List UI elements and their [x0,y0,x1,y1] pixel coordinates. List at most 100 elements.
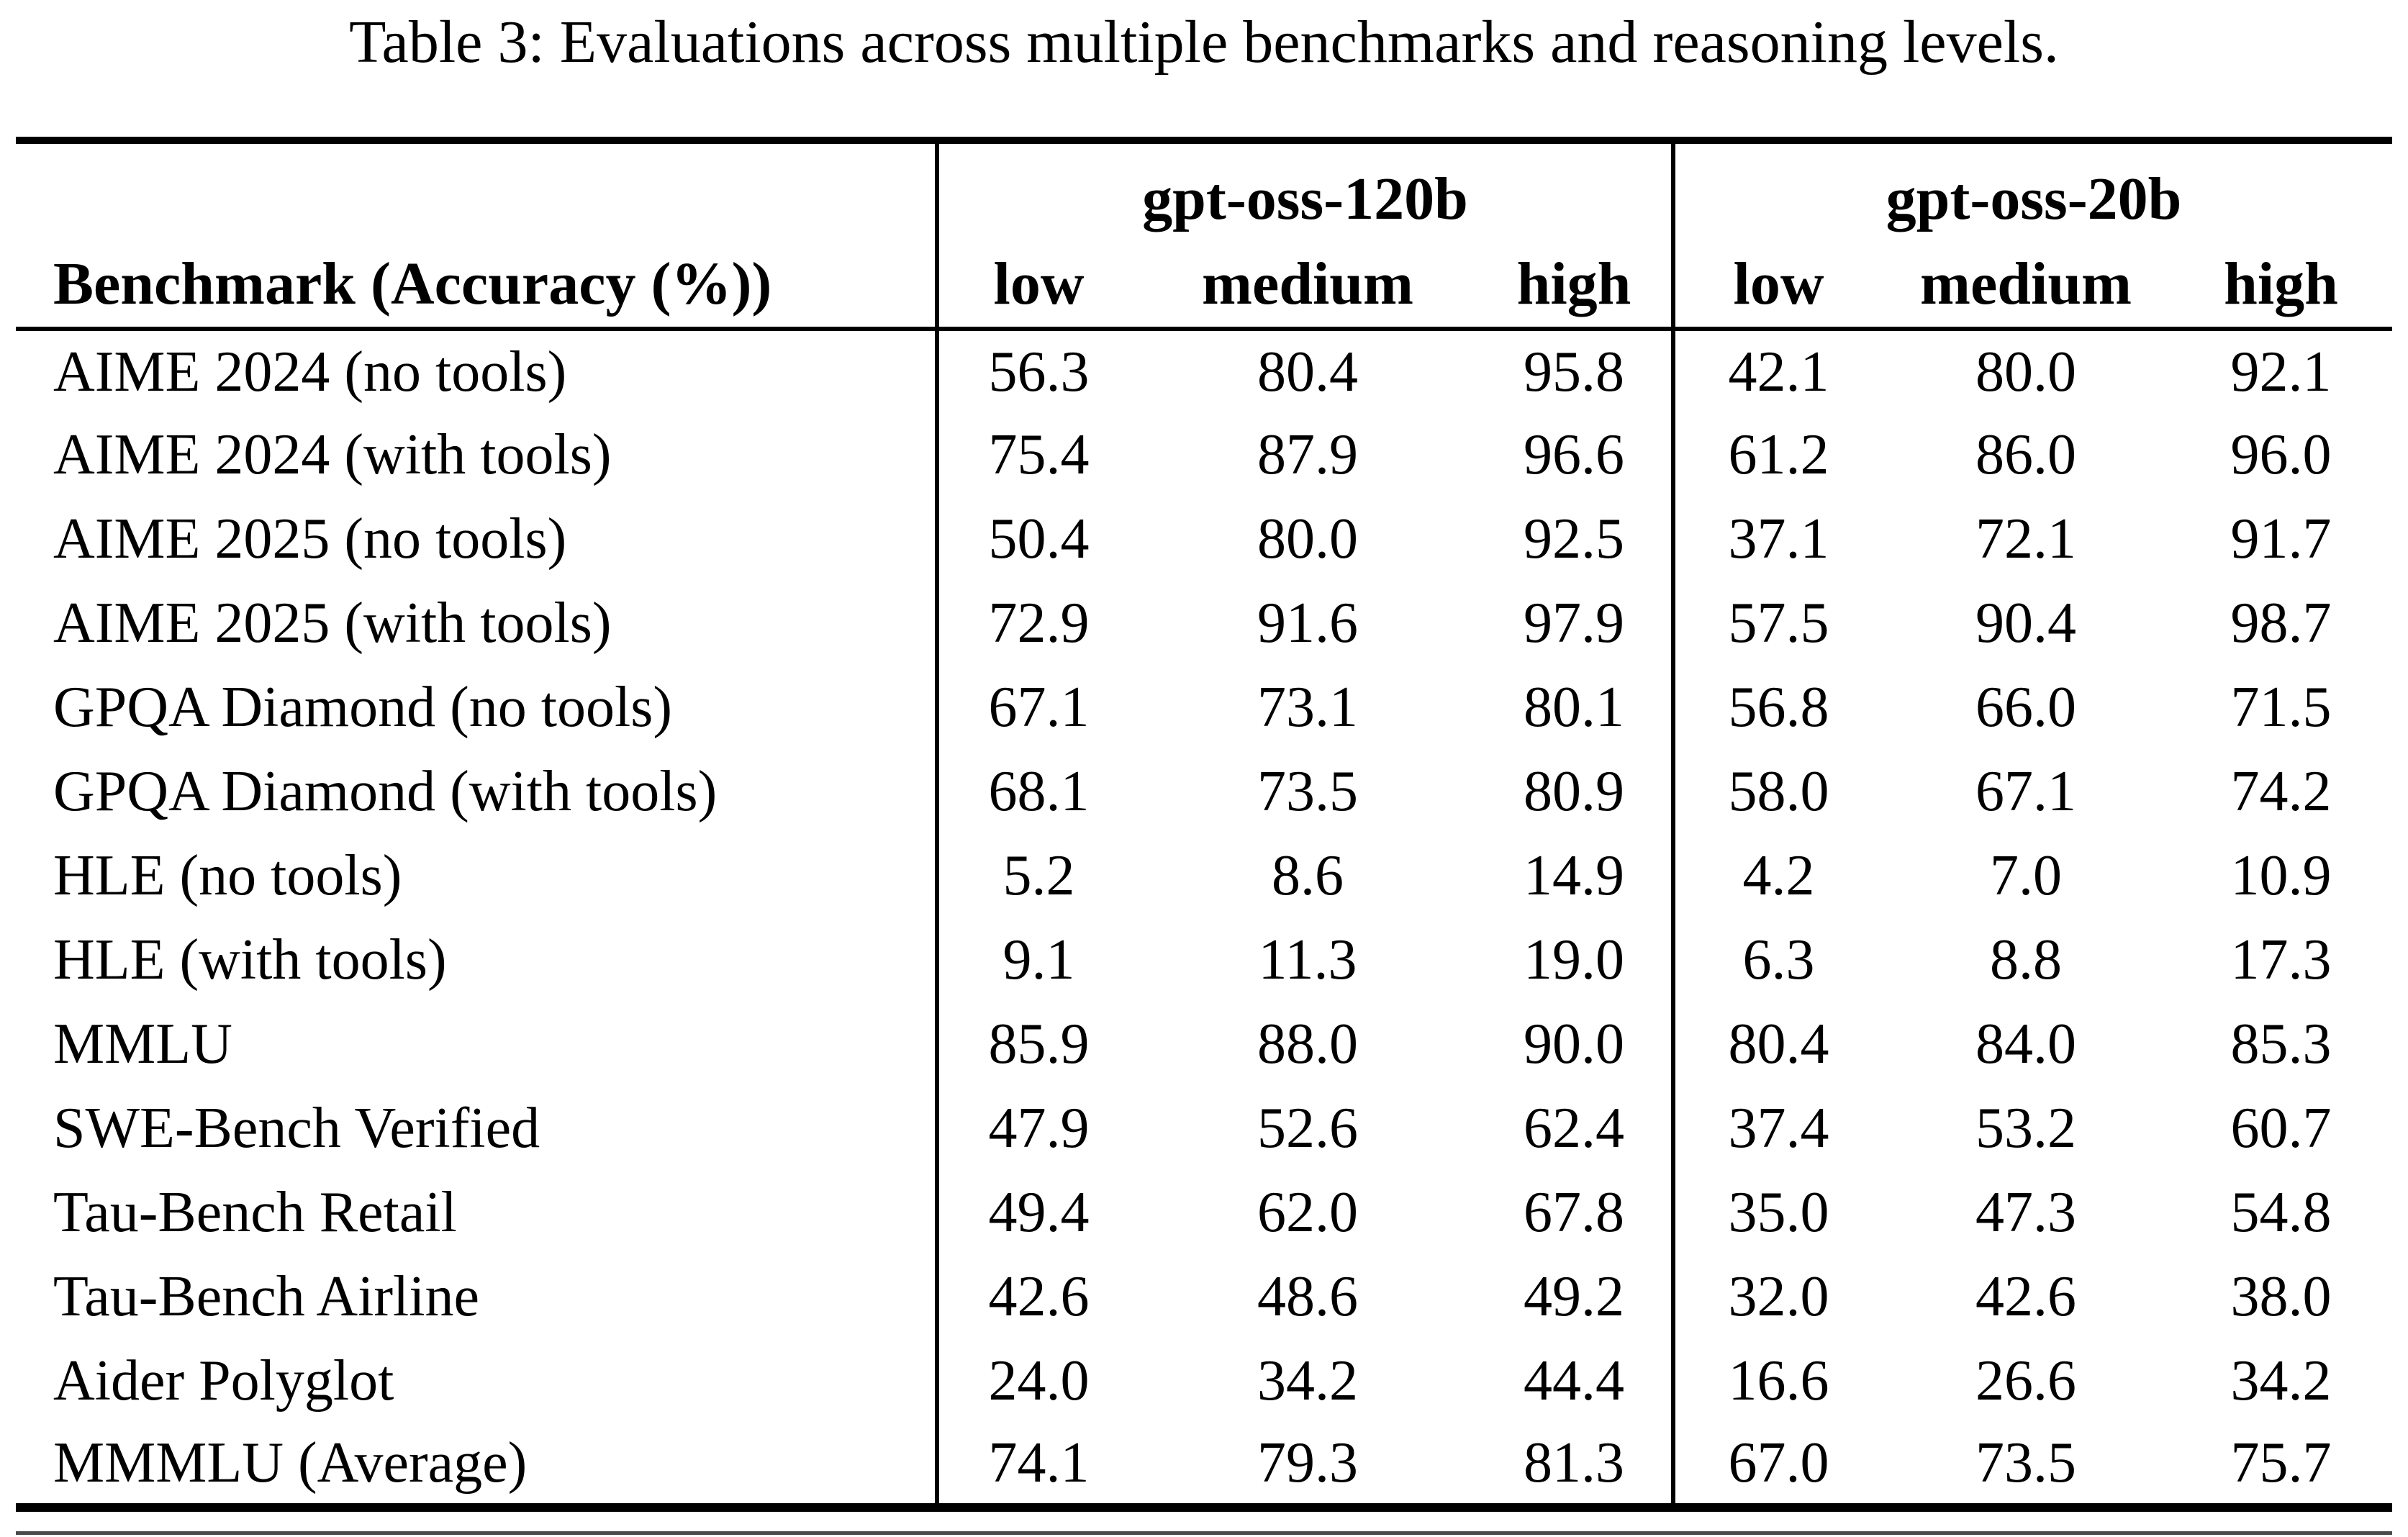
benchmark-name-cell: Aider Polyglot [53,1349,394,1413]
value-cell: 72.9 [935,581,1139,666]
benchmark-name-cell: Tau-Bench Airline [53,1265,479,1328]
value-cell: 80.0 [1975,340,2077,404]
benchmark-name-cell: AIME 2024 (no tools) [53,340,567,404]
column-group-gpt-oss-120b: gpt-oss-120b [934,140,1674,241]
value-cell: 62.4 [1524,1097,1624,1160]
benchmark-name-cell: AIME 2024 (with tools) [53,423,612,486]
value-cell: 5.2 [935,834,1139,918]
value-cell: 92.5 [1524,507,1624,571]
value-cell: 19.0 [1524,928,1624,992]
value-cell: 56.3 [935,329,1139,413]
value-cell: 92.1 [2230,340,2332,404]
value-cell: 62.0 [1257,1181,1358,1244]
value-cell: 14.9 [1524,844,1624,907]
value-cell: 75.4 [935,413,1139,497]
value-cell: 47.3 [1975,1181,2077,1244]
benchmark-name-cell: MMMLU (Average) [53,1431,528,1495]
table-row: SWE-Bench Verified 47.9 52.6 62.4 37.4 53.2 60… [16,1087,2392,1171]
value-cell: 75.7 [2230,1431,2332,1495]
corner-cell [16,140,937,241]
col-label-120b-medium: medium [1139,241,1477,331]
value-cell: 17.3 [2230,928,2332,992]
value-cell: 34.2 [1257,1349,1358,1413]
value-cell: 42.1 [1671,329,1883,413]
value-cell: 85.9 [935,1002,1139,1087]
benchmark-name-cell: HLE (no tools) [53,844,402,907]
value-cell: 16.6 [1671,1339,1883,1423]
value-cell: 44.4 [1524,1349,1624,1413]
value-cell: 38.0 [2230,1265,2332,1328]
col-label-120b-high: high [1477,241,1674,331]
table-row: AIME 2024 (no tools) 56.3 80.4 95.8 42.1 80.0… [16,329,2392,413]
value-cell: 11.3 [1258,928,1357,992]
value-cell: 67.1 [935,666,1139,750]
bottom-thin-rule [16,1531,2392,1535]
benchmark-table: gpt-oss-120b gpt-oss-20b Benchmark (Accu… [16,137,2393,1512]
value-cell: 56.8 [1671,666,1883,750]
value-cell: 91.7 [2230,507,2332,571]
value-cell: 87.9 [1257,423,1358,486]
table-row: AIME 2025 (no tools) 50.4 80.0 92.5 37.1 72.1… [16,497,2392,581]
table-row: MMLU 85.9 88.0 90.0 80.4 84.0 85.3 [16,1002,2392,1087]
value-cell: 85.3 [2230,1012,2332,1076]
col-label-20b-low: low [1671,241,1883,331]
table-row: GPQA Diamond (with tools) 68.1 73.5 80.9 58.… [16,750,2392,834]
value-cell: 52.6 [1257,1097,1358,1160]
benchmark-name-cell: GPQA Diamond (no tools) [53,676,672,739]
value-cell: 53.2 [1975,1097,2077,1160]
value-cell: 73.5 [1257,760,1358,823]
value-cell: 84.0 [1975,1012,2077,1076]
value-cell: 67.8 [1524,1181,1624,1244]
value-cell: 72.1 [1975,507,2077,571]
value-cell: 71.5 [2230,676,2332,739]
benchmark-name-cell: SWE-Bench Verified [53,1097,540,1160]
value-cell: 42.6 [935,1255,1139,1339]
value-cell: 96.6 [1524,423,1624,486]
value-cell: 10.9 [2230,844,2332,907]
value-cell: 7.0 [1990,844,2063,907]
value-cell: 34.2 [2230,1349,2332,1413]
table-caption: Table 3: Evaluations across multiple ben… [349,9,2059,76]
value-cell: 66.0 [1975,676,2077,739]
value-cell: 98.7 [2230,591,2332,655]
value-cell: 74.1 [935,1423,1139,1507]
table-row: AIME 2024 (with tools) 75.4 87.9 96.6 61.2 86… [16,413,2392,497]
value-cell: 80.0 [1257,507,1358,571]
value-cell: 74.2 [2230,760,2332,823]
value-cell: 80.9 [1524,760,1624,823]
value-cell: 73.1 [1257,676,1358,739]
value-cell: 67.0 [1671,1423,1883,1507]
benchmark-name-cell: AIME 2025 (no tools) [53,507,567,571]
value-cell: 81.3 [1524,1431,1624,1495]
col-label-120b-low: low [935,241,1139,331]
value-cell: 42.6 [1975,1265,2077,1328]
value-cell: 73.5 [1975,1431,2077,1495]
value-cell: 80.4 [1671,1002,1883,1087]
value-cell: 4.2 [1671,834,1883,918]
value-cell: 79.3 [1257,1431,1358,1495]
value-cell: 96.0 [2230,423,2332,486]
benchmark-name-cell: GPQA Diamond (with tools) [53,760,718,823]
benchmark-name-cell: MMLU [53,1012,232,1076]
benchmark-name-cell: Tau-Bench Retail [53,1181,457,1244]
value-cell: 95.8 [1524,340,1624,404]
table-row: GPQA Diamond (no tools) 67.1 73.1 80.1 56.8 6… [16,666,2392,750]
value-cell: 9.1 [935,918,1139,1002]
value-cell: 32.0 [1671,1255,1883,1339]
value-cell: 50.4 [935,497,1139,581]
col-label-20b-high: high [2170,241,2393,331]
table-row: MMMLU (Average) 74.1 79.3 81.3 67.0 73.5 75.7 [16,1423,2392,1507]
benchmark-name-cell: HLE (with tools) [53,928,447,992]
value-cell: 49.4 [935,1171,1139,1255]
table-row: HLE (with tools) 9.1 11.3 19.0 6.3 8.8 17.3 [16,918,2392,1002]
value-cell: 49.2 [1524,1265,1624,1328]
value-cell: 80.1 [1524,676,1624,739]
value-cell: 37.4 [1671,1087,1883,1171]
value-cell: 26.6 [1975,1349,2077,1413]
value-cell: 68.1 [935,750,1139,834]
value-cell: 47.9 [935,1087,1139,1171]
table-body: AIME 2024 (no tools) 56.3 80.4 95.8 42.1 80.0… [16,329,2392,1507]
value-cell: 57.5 [1671,581,1883,666]
value-cell: 61.2 [1671,413,1883,497]
